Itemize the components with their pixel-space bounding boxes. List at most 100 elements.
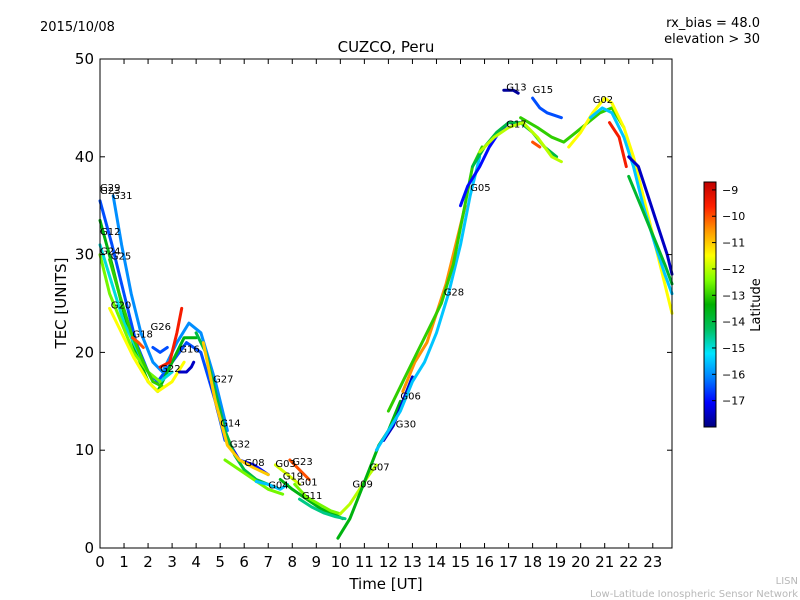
x-tick-label: 15 <box>451 553 470 571</box>
y-tick-label: 10 <box>75 441 94 459</box>
colorbar-tick-label: −17 <box>722 395 745 408</box>
colorbar-tick-label: −13 <box>722 289 745 302</box>
series-line-g15 <box>531 96 563 120</box>
y-tick-label: 40 <box>75 148 94 166</box>
colorbar-tick-label: −14 <box>722 316 745 329</box>
series-label-g15: G15 <box>533 85 553 96</box>
x-tick-label: 11 <box>355 553 374 571</box>
series-label-g22: G22 <box>160 364 180 375</box>
series-label-g08: G08 <box>244 458 264 469</box>
series-label-g23: G23 <box>100 186 120 197</box>
series-label-g30: G30 <box>396 420 416 431</box>
series-label-g04: G04 <box>268 480 288 491</box>
series-label-g23: G23 <box>292 457 312 468</box>
series-label-g29: G29 <box>100 183 120 194</box>
series-line-g09 <box>338 463 378 516</box>
series-line-g29 <box>98 199 227 442</box>
x-tick-label: 1 <box>119 553 129 571</box>
series-line-g11 <box>298 497 347 521</box>
y-tick-label: 50 <box>75 50 94 68</box>
x-tick-label: 20 <box>571 553 590 571</box>
plot-frame <box>99 58 673 549</box>
series-line-g02b <box>588 106 674 296</box>
series-label-g25: G25 <box>111 252 131 263</box>
series-label-g19: G19 <box>283 472 303 483</box>
colorbar-tick-label: −12 <box>722 263 745 276</box>
x-tick-label: 8 <box>287 553 297 571</box>
series-line-g26 <box>151 346 169 354</box>
series-label-g11: G11 <box>302 491 322 502</box>
series-line-g19 <box>278 478 345 521</box>
x-axis-label: Time [UT] <box>348 575 422 593</box>
footer-lisn: LISN <box>776 576 798 587</box>
rx-bias-label: rx_bias = 48.0 <box>666 16 760 31</box>
series-line-g06 <box>374 155 482 452</box>
series-line-g22 <box>158 306 184 369</box>
x-tick-label: 10 <box>331 553 350 571</box>
series-label-g09: G09 <box>352 479 372 490</box>
y-tick-label: 0 <box>84 539 94 557</box>
x-tick-label: 2 <box>143 553 153 571</box>
x-tick-label: 17 <box>499 553 518 571</box>
series-line-g01 <box>293 482 342 516</box>
series-label-g24: G24 <box>100 247 120 258</box>
series-line-g03 <box>273 463 301 486</box>
x-tick-label: 5 <box>215 553 225 571</box>
series-label-g13: G13 <box>506 82 526 93</box>
series-label-g28: G28 <box>444 288 464 299</box>
x-tick-label: 6 <box>239 553 249 571</box>
series-line-g02e <box>627 174 674 286</box>
series-label-g03: G03 <box>275 459 295 470</box>
series-label-g01: G01 <box>297 477 317 488</box>
colorbar <box>703 181 717 428</box>
date-label: 2015/10/08 <box>40 20 115 35</box>
colorbar-tick-label: −15 <box>722 342 745 355</box>
x-tick-label: 4 <box>191 553 201 571</box>
chart-title: CUZCO, Peru <box>338 38 435 56</box>
colorbar-label: Latitude <box>749 278 764 332</box>
series-label-g20: G20 <box>111 300 131 311</box>
x-tick-label: 9 <box>312 553 322 571</box>
series-label-g26: G26 <box>151 322 171 333</box>
x-tick-label: 14 <box>427 553 446 571</box>
colorbar-tick-label: −16 <box>722 368 745 381</box>
x-tick-label: 13 <box>403 553 422 571</box>
x-tick-label: 16 <box>475 553 494 571</box>
series-label-g06: G06 <box>400 391 420 402</box>
y-tick-label: 30 <box>75 246 94 264</box>
x-tick-label: 21 <box>595 553 614 571</box>
x-tick-label: 12 <box>379 553 398 571</box>
series-label-g27: G27 <box>213 375 233 386</box>
x-axis: 0 1 2 3 4 5 6 7 8 9 10 11 12 13 14 15 16 17 18 19 20 21 22 23 <box>95 59 662 571</box>
series-label-g32: G32 <box>230 439 250 450</box>
colorbar-ticks: −17 −16 −15 −14 −13 −12 −11 −10 −9 <box>712 184 745 408</box>
series-line-g25 <box>108 258 164 389</box>
x-tick-label: 7 <box>263 553 273 571</box>
series-line-g23b <box>288 458 311 481</box>
plot-lines <box>98 88 674 540</box>
footer-network: Low-Latitude Ionospheric Sensor Network <box>590 589 798 600</box>
y-axis-label: TEC [UNITS] <box>52 258 70 350</box>
series-line-g02c <box>627 155 674 276</box>
series-line-g18 <box>130 336 145 349</box>
series-line-g32 <box>201 341 270 477</box>
x-tick-label: 18 <box>523 553 542 571</box>
series-line-g16 <box>177 360 196 374</box>
series-line-g17b <box>478 121 563 164</box>
x-tick-label: 22 <box>619 553 638 571</box>
series-line-g02d <box>608 121 628 169</box>
series-label-g12: G12 <box>100 227 120 238</box>
series-label-g07: G07 <box>369 463 389 474</box>
x-tick-label: 19 <box>547 553 566 571</box>
series-line-g13 <box>502 88 520 95</box>
series-label-g05: G05 <box>470 183 490 194</box>
series-label-g17: G17 <box>506 120 526 131</box>
colorbar-tick-label: −9 <box>722 184 738 197</box>
series-label-g18: G18 <box>132 330 152 341</box>
elevation-label: elevation > 30 <box>664 32 760 47</box>
series-label-g14: G14 <box>220 419 240 430</box>
y-axis: 0 10 20 30 40 50 <box>75 50 672 557</box>
series-line-g15c <box>531 140 542 149</box>
series-label-g31: G31 <box>112 191 132 202</box>
